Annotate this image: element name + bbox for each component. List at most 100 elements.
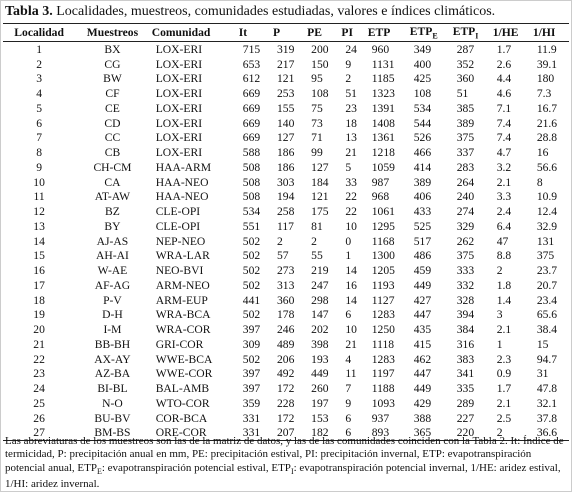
table-cell: 398 xyxy=(311,337,329,351)
table-cell: 17 xyxy=(33,278,45,292)
table-cell: 1250 xyxy=(371,323,395,337)
table-row: 22 AX-AY WWE-BCA 502 206 193 4 1283 462 383 2.3 94.… xyxy=(3,352,569,367)
table-cell: 11 xyxy=(33,190,45,204)
table-cell: 23.4 xyxy=(536,293,558,307)
table-cell: 406 xyxy=(413,190,432,204)
table-cell: 502 xyxy=(242,249,261,263)
table-cell: CD xyxy=(104,116,121,130)
table-cell: 4 xyxy=(345,352,352,366)
table-cell: 534 xyxy=(242,205,261,219)
table-cell: 352 xyxy=(456,57,475,71)
table-cell: LOX-ERI xyxy=(155,131,203,145)
table-cell: 117 xyxy=(276,219,294,233)
table-cell: BZ xyxy=(105,205,120,219)
table-cell: 1323 xyxy=(371,87,395,101)
table-cell: AF-AG xyxy=(94,278,131,292)
table-row: 7 CC LOX-ERI 669 127 71 13 1361 526 375 7.4 28.8 xyxy=(3,131,569,146)
table-cell: 193 xyxy=(311,352,329,366)
table-cell: 335 xyxy=(456,382,475,396)
table-cell: 264 xyxy=(456,175,475,189)
table-cell: 1059 xyxy=(371,160,395,174)
note-subscript: E xyxy=(96,466,102,476)
table-cell: 95 xyxy=(311,72,323,86)
table-cell: LOX-ERI xyxy=(155,72,203,86)
table-cell: 1127 xyxy=(371,293,395,307)
table-cell: 319 xyxy=(276,42,295,56)
table-cell: 385 xyxy=(456,101,475,115)
table-cell: 383 xyxy=(456,352,475,366)
table-cell: 71 xyxy=(311,131,323,145)
table-cell: 16 xyxy=(536,146,549,160)
table-cell: NEO-BVI xyxy=(155,264,204,278)
table-cell: W-AE xyxy=(97,264,128,278)
table-cell: 9 xyxy=(345,396,352,410)
table-cell: 32.9 xyxy=(536,219,558,233)
table-cell: 337 xyxy=(456,146,475,160)
table-cell: 27 xyxy=(3,425,76,442)
table-cell: CG xyxy=(104,57,121,71)
table-cell: CF xyxy=(105,87,120,101)
table-cell: 227 xyxy=(456,411,475,425)
table-row: 3 BW LOX-ERI 612 121 95 2 1185 425 360 4.4 180 xyxy=(3,72,569,87)
table-cell: 94.7 xyxy=(536,352,558,366)
table-cell: 2.1 xyxy=(496,396,512,410)
table-cell: 28.8 xyxy=(536,131,558,145)
column-header: 1/HI xyxy=(530,23,569,42)
table-cell: 12 xyxy=(33,205,45,219)
table-cell: 462 xyxy=(413,352,432,366)
table-cell: WWE-COR xyxy=(155,367,213,381)
header-text: It xyxy=(238,26,248,39)
table-cell: 197 xyxy=(311,396,329,410)
table-cell: 329 xyxy=(456,219,475,233)
table-cell: 289 xyxy=(456,396,475,410)
table-cell: 1361 xyxy=(371,131,395,145)
table-cell: 937 xyxy=(371,411,390,425)
table-cell: 39.1 xyxy=(536,57,558,71)
table-cell: 10 xyxy=(345,323,357,337)
table-cell: 22 xyxy=(345,190,357,204)
table-cell: 99 xyxy=(311,146,323,160)
table-row: 6 CD LOX-ERI 669 140 73 18 1408 544 389 7.4 21.6 xyxy=(3,116,569,131)
table-cell: 8 xyxy=(36,146,42,160)
table-cell: I-M xyxy=(103,323,122,337)
table-cell: 328 xyxy=(456,293,475,307)
table-cell: 6 xyxy=(345,308,352,322)
header-text: Localidad xyxy=(14,26,64,39)
table-cell: 16.7 xyxy=(536,101,558,115)
table-cell: 653 xyxy=(242,57,261,71)
table-cell: 397 xyxy=(242,323,261,337)
table-cell: HAA-NEO xyxy=(155,175,209,189)
table-cell: 283 xyxy=(456,160,475,174)
table-cell: ARM-NEO xyxy=(155,278,210,292)
table-cell: 1 xyxy=(36,42,42,56)
table-cell: CLE-OPI xyxy=(155,219,201,233)
table-cell: 1.7 xyxy=(496,42,512,56)
table-cell: 172 xyxy=(276,411,295,425)
table-cell: 14 xyxy=(345,293,357,307)
table-cell: 388 xyxy=(413,411,432,425)
caption-text: Localidades, muestreos, comunidades estu… xyxy=(52,4,496,19)
table-cell: 7.1 xyxy=(496,101,512,115)
data-table: Localidad Muestreos Comunidad It P PE PI ETP ETP… xyxy=(3,23,569,442)
table-cell: 18 xyxy=(33,293,45,307)
table-cell: 341 xyxy=(456,367,475,381)
table-cell: WTO-COR xyxy=(155,396,210,410)
table-cell: 517 xyxy=(413,234,432,248)
table-cell: 968 xyxy=(371,190,390,204)
table-cell: 14 xyxy=(33,234,45,248)
table-cell: 525 xyxy=(413,219,432,233)
table-cell: 526 xyxy=(413,131,432,145)
table-cell: 669 xyxy=(242,101,261,115)
table-cell: 150 xyxy=(311,57,329,71)
table-cell: 612 xyxy=(242,72,261,86)
table-row: 17 AF-AG ARM-NEO 502 313 247 16 1193 449 332 1.8 20… xyxy=(3,278,569,293)
table-cell: 207 xyxy=(270,425,306,442)
table-cell: CC xyxy=(104,131,121,145)
table-cell: CE xyxy=(105,101,120,115)
table-row: 20 I-M WRA-COR 397 246 202 10 1250 435 384 2.1 38.4 xyxy=(3,322,569,337)
table-cell: 6 xyxy=(339,425,366,442)
table-cell: 206 xyxy=(276,352,295,366)
table-cell: 2.3 xyxy=(496,352,512,366)
header-text: ETP xyxy=(409,24,433,38)
table-cell: COR-BCA xyxy=(155,411,208,425)
